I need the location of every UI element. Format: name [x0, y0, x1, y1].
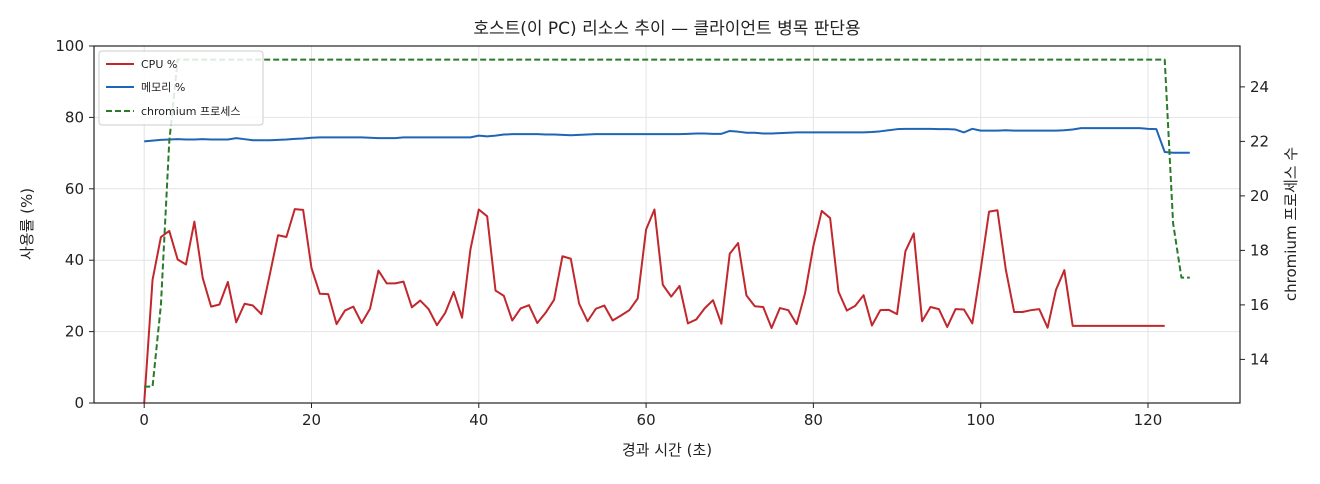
legend-label-chromium: chromium 프로세스	[141, 105, 240, 118]
y-tick-label: 40	[65, 251, 84, 269]
chart-title: 호스트(이 PC) 리소스 추이 — 클라이언트 병목 판단용	[473, 19, 860, 39]
y-tick-label: 20	[65, 323, 84, 341]
y-tick-label: 0	[74, 394, 84, 412]
legend: CPU % 메모리 % chromium 프로세스	[98, 50, 264, 126]
legend-label-cpu: CPU %	[141, 58, 177, 71]
y-tick-label: 100	[55, 37, 84, 55]
y-tick-label: 60	[65, 180, 84, 198]
y-axis-label: 사용률 (%)	[18, 188, 36, 260]
x-tick-label: 60	[637, 411, 656, 429]
y2-tick-label: 20	[1250, 187, 1269, 205]
y2-tick-label: 18	[1250, 241, 1269, 259]
y2-axis-label: chromium 프로세스 수	[1282, 147, 1300, 301]
x-tick-label: 20	[302, 411, 321, 429]
x-tick-label: 100	[966, 411, 995, 429]
y-tick-label: 80	[65, 108, 84, 126]
y2-tick-label: 16	[1250, 296, 1269, 314]
series-layer	[143, 58, 1190, 404]
memory-line	[144, 127, 1190, 154]
y2-tick-label: 22	[1250, 132, 1269, 150]
chromium-line	[144, 58, 1190, 388]
plot-frame	[93, 45, 1241, 404]
x-tick-label: 40	[469, 411, 488, 429]
x-axis-label: 경과 시간 (초)	[622, 441, 712, 459]
x-tick-label: 120	[1134, 411, 1163, 429]
legend-box	[98, 50, 264, 126]
y2-tick-label: 14	[1250, 350, 1269, 368]
x-tick-label: 0	[139, 411, 149, 429]
ticks: 0 20 40 60 80 100 120 0 20 40 60 80 100 14 16 18 20 22 24	[55, 37, 1269, 429]
legend-label-memory: 메모리 %	[141, 81, 185, 94]
y2-tick-label: 24	[1250, 78, 1269, 96]
cpu-line	[143, 208, 1165, 404]
x-tick-label: 80	[804, 411, 823, 429]
